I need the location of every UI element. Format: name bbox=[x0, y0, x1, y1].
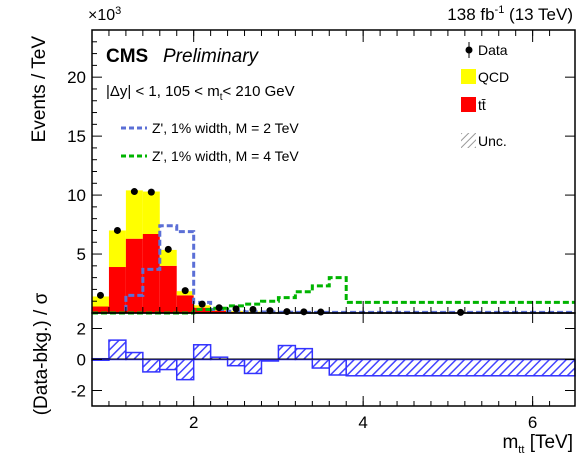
legend-qcd-label: QCD bbox=[478, 69, 509, 85]
main-y-tick-label: 20 bbox=[67, 68, 86, 87]
ratio-bar bbox=[192, 344, 212, 361]
ttbar-bar bbox=[125, 238, 143, 313]
legend-data-label: Data bbox=[478, 42, 508, 58]
data-point bbox=[249, 305, 257, 313]
main-y-tick-label: 5 bbox=[77, 245, 86, 264]
ratio-bar bbox=[125, 351, 144, 361]
ratio-bar bbox=[159, 358, 178, 371]
ttbar-bar bbox=[159, 265, 177, 313]
qcd-bar bbox=[142, 191, 160, 234]
legend-unc-swatch bbox=[461, 133, 476, 148]
ratio-bar bbox=[311, 358, 331, 369]
data-point bbox=[300, 308, 308, 316]
selection-label: |Δy| < 1, 105 < mt< 210 GeV bbox=[106, 83, 295, 103]
x-tick-label: 2 bbox=[189, 413, 198, 432]
qcd-bar bbox=[159, 249, 177, 266]
ratio-y-tick-label: 2 bbox=[77, 320, 86, 339]
legend-qcd-swatch bbox=[461, 69, 476, 84]
main-y-tick-label: 10 bbox=[67, 186, 86, 205]
ratio-y-axis-label: (Data-bkg.) / σ bbox=[31, 292, 52, 415]
data-point bbox=[232, 305, 240, 313]
legend-z2-label: Z', 1% width, M = 2 TeV bbox=[152, 120, 299, 136]
ttbar-bar bbox=[210, 310, 228, 313]
ratio-bar bbox=[328, 358, 347, 376]
ratio-y-tick-label: 0 bbox=[77, 351, 86, 370]
legend-ttbar-label: tt̄ bbox=[478, 97, 486, 113]
ratio-bar bbox=[277, 344, 297, 361]
data-point bbox=[198, 300, 206, 308]
data-point bbox=[130, 188, 138, 196]
qcd-bar bbox=[108, 230, 126, 268]
main-y-axis-label: Events / TeV bbox=[29, 36, 50, 143]
ratio-bar bbox=[108, 339, 127, 361]
ratio-y-ticks: -2 0 2 bbox=[71, 320, 575, 401]
ratio-bar bbox=[260, 358, 280, 362]
data-point bbox=[147, 188, 155, 196]
x-tick-label: 6 bbox=[528, 413, 537, 432]
data-point bbox=[181, 287, 189, 295]
main-y-tick-label: 15 bbox=[67, 127, 86, 146]
ttbar-bar bbox=[176, 295, 194, 313]
ratio-panel: -2 0 2 2 4 6 bbox=[71, 30, 576, 432]
data-point bbox=[113, 226, 121, 234]
data-point bbox=[96, 291, 104, 299]
main-panel: 5 10 15 20 CMS Preliminary |Δy| < 1, 105 < … bbox=[67, 29, 576, 316]
cms-label: CMS bbox=[106, 46, 148, 67]
ttbar-bar bbox=[92, 306, 109, 313]
legend-ttbar-swatch bbox=[461, 97, 476, 112]
ratio-bar bbox=[142, 358, 161, 373]
data-point bbox=[215, 304, 223, 312]
ratio-bar bbox=[243, 358, 263, 375]
preliminary-label: Preliminary bbox=[163, 46, 260, 67]
ttbar-bar bbox=[108, 267, 126, 313]
legend-data-marker bbox=[465, 46, 473, 54]
x-ticks: 2 4 6 bbox=[108, 30, 551, 432]
legend-unc-label: Unc. bbox=[478, 133, 507, 149]
ratio-bar bbox=[294, 347, 314, 361]
ratio-bar bbox=[175, 358, 195, 381]
x-tick-label: 4 bbox=[358, 413, 367, 432]
ratio-bar bbox=[345, 358, 576, 377]
data-point bbox=[283, 308, 291, 316]
ttbar-bar bbox=[142, 233, 160, 313]
legend: Data QCD tt̄ Unc. bbox=[461, 42, 509, 149]
ratio-y-tick-label: -2 bbox=[71, 382, 86, 401]
ratio-bar bbox=[226, 358, 246, 367]
x-axis-label: mtt [TeV] bbox=[502, 432, 573, 456]
data-point bbox=[164, 245, 172, 253]
main-y-ticks: 5 10 15 20 bbox=[67, 41, 575, 302]
qcd-bar bbox=[125, 190, 143, 239]
qcd-bar bbox=[92, 296, 109, 307]
legend-z4-label: Z', 1% width, M = 4 TeV bbox=[152, 148, 299, 164]
data-point bbox=[317, 308, 325, 316]
lumi-label: 138 fb-1 (13 TeV) bbox=[447, 4, 573, 24]
exponent-label: ×103 bbox=[88, 5, 121, 24]
